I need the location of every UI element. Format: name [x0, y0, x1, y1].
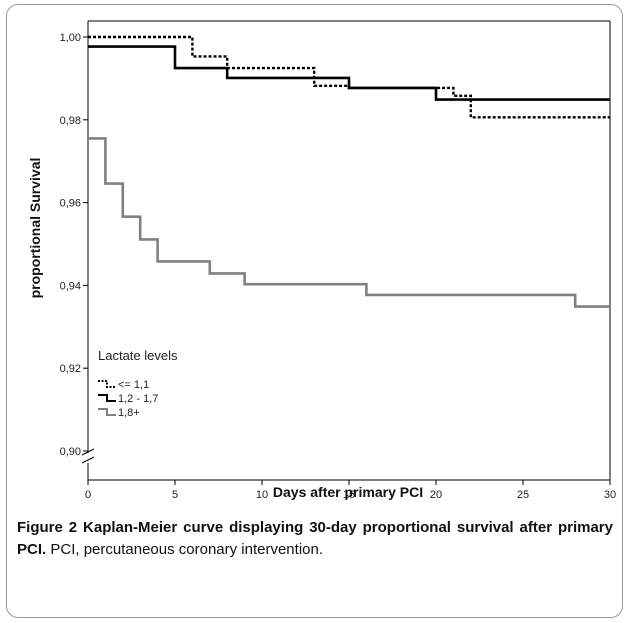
- axis-ticks: 0,90 0,92 0,94 0,96 0,98 1,00 0 5 10 15 20 25 30: [60, 32, 617, 501]
- x-tick-label: 15: [343, 489, 355, 501]
- y-tick-label: 0,92: [60, 363, 81, 375]
- y-tick-label: 1,00: [60, 32, 81, 44]
- x-tick-label: 0: [85, 489, 91, 501]
- legend-title: Lactate levels: [98, 348, 178, 363]
- figure-frame: [6, 4, 623, 618]
- legend-label: <= 1,1: [118, 379, 149, 391]
- figure-caption: Figure 2 Kaplan-Meier curve displaying 3…: [17, 517, 613, 561]
- caption-text: PCI, percutaneous coronary intervention.: [46, 541, 324, 558]
- y-tick-label: 0,96: [60, 198, 81, 210]
- series-line-3: [88, 137, 610, 308]
- x-tick-label: 20: [430, 489, 442, 501]
- series-layer: [88, 35, 610, 308]
- caption-title: Figure 2 Kaplan-Meier curve displaying 3…: [17, 519, 613, 558]
- legend-label: 1,8+: [118, 407, 140, 419]
- kaplan-meier-chart: 0,90 0,92 0,94 0,96 0,98 1,00 0 5 10 15 20 25 30 Lac…: [27, 20, 617, 501]
- axis-break-mark: [81, 456, 95, 464]
- axes: [81, 20, 611, 481]
- x-tick-label: 30: [604, 489, 616, 501]
- legend: Lactate levels <= 1,1 1,2 - 1,7 1,8+: [98, 348, 178, 419]
- x-tick-label: 5: [172, 489, 178, 501]
- x-tick-label: 25: [517, 489, 529, 501]
- y-tick-label: 0,90: [60, 446, 81, 458]
- legend-swatch: [98, 380, 116, 388]
- y-axis-title: proportional Survival: [27, 158, 43, 299]
- series-line-2: [88, 45, 610, 101]
- y-tick-label: 0,94: [60, 280, 81, 292]
- series-line-1: [88, 35, 610, 119]
- legend-swatch: [98, 408, 116, 416]
- axis-break-mark: [81, 448, 95, 456]
- y-tick-label: 0,98: [60, 115, 81, 127]
- x-tick-label: 10: [256, 489, 268, 501]
- legend-label: 1,2 - 1,7: [118, 393, 158, 405]
- x-axis-title: Days after primary PCI: [273, 484, 423, 500]
- legend-swatch: [98, 394, 116, 402]
